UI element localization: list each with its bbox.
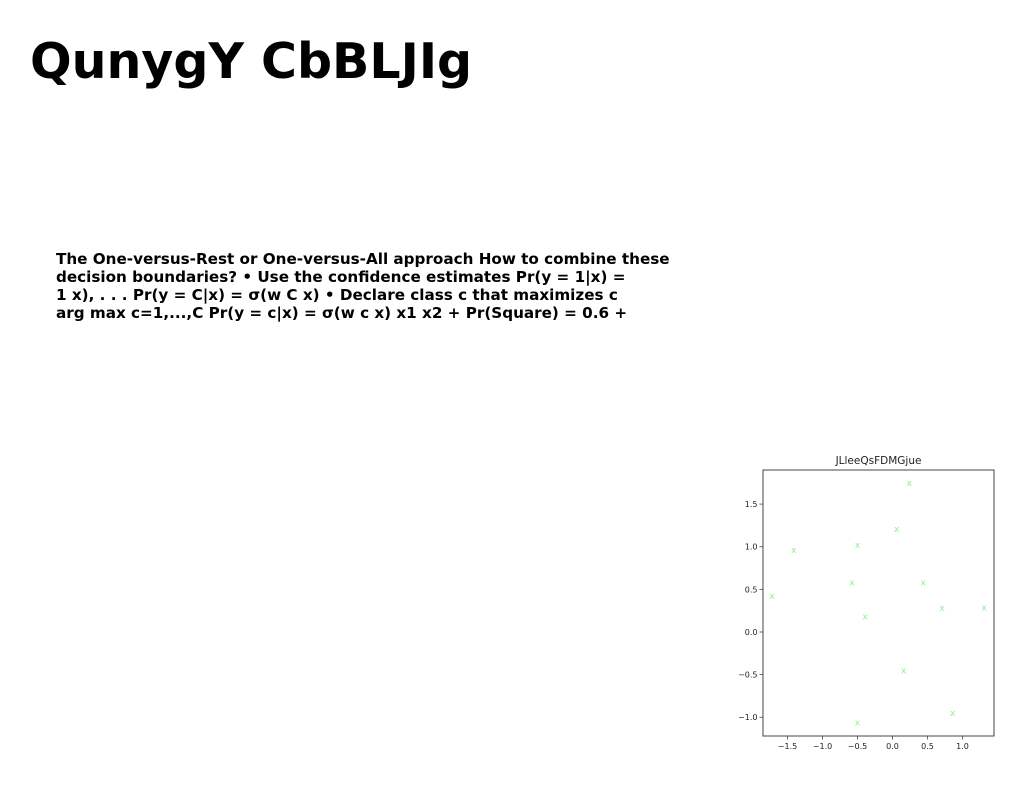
data-point: x bbox=[921, 579, 927, 589]
data-point: x bbox=[855, 541, 861, 551]
y-tick-label: −1.0 bbox=[738, 713, 757, 722]
data-point: x bbox=[950, 709, 956, 719]
data-point: x bbox=[863, 613, 869, 623]
body-line: arg max c=1,...,C Pr(y = c|x) = σ(w c x)… bbox=[56, 304, 628, 322]
x-tick-label: 1.0 bbox=[956, 742, 969, 751]
body-line: The One-versus-Rest or One-versus-All ap… bbox=[56, 250, 670, 268]
scatter-chart-svg: JLleeQsFDMGjue −1.5 −1.0 −0.5 0.0 0.5 1.0 1.5 1… bbox=[738, 455, 995, 751]
data-point: x bbox=[940, 604, 946, 614]
slide-title: QunygY CbBLJIg bbox=[30, 33, 473, 90]
scatter-chart: JLleeQsFDMGjue −1.5 −1.0 −0.5 0.0 0.5 1.0 1.5 1… bbox=[730, 448, 1010, 758]
data-point: x bbox=[901, 666, 907, 676]
data-point: x bbox=[907, 479, 913, 489]
data-point: x bbox=[769, 592, 775, 602]
y-tick-label: 1.0 bbox=[745, 543, 758, 552]
chart-title: JLleeQsFDMGjue bbox=[835, 455, 922, 467]
chart-axes: −1.5 −1.0 −0.5 0.0 0.5 1.0 1.5 1.0 0.5 0.0 −0.5 −1.… bbox=[738, 469, 995, 751]
body-text: The One-versus-Rest or One-versus-All ap… bbox=[56, 250, 716, 322]
body-line: decision boundaries? • Use the confidenc… bbox=[56, 268, 626, 286]
x-tick-label: −1.0 bbox=[813, 742, 832, 751]
chart-points: x x x x x x x x x x x x x bbox=[769, 479, 987, 729]
y-tick-label: 1.5 bbox=[745, 500, 758, 509]
x-tick-label: −1.5 bbox=[778, 742, 797, 751]
data-point: x bbox=[982, 603, 988, 613]
y-tick-label: 0.0 bbox=[745, 628, 758, 637]
x-tick-label: 0.0 bbox=[886, 742, 899, 751]
y-tick-label: 0.5 bbox=[745, 585, 758, 594]
body-line: 1 x), . . . Pr(y = C|x) = σ(w C x) • Dec… bbox=[56, 286, 618, 304]
data-point: x bbox=[791, 546, 797, 556]
data-point: x bbox=[855, 718, 861, 728]
plot-frame bbox=[762, 469, 995, 737]
x-tick-label: −0.5 bbox=[848, 742, 867, 751]
x-tick-label: 0.5 bbox=[921, 742, 934, 751]
y-tick-label: −0.5 bbox=[738, 671, 757, 680]
data-point: x bbox=[894, 525, 900, 535]
data-point: x bbox=[849, 579, 855, 589]
